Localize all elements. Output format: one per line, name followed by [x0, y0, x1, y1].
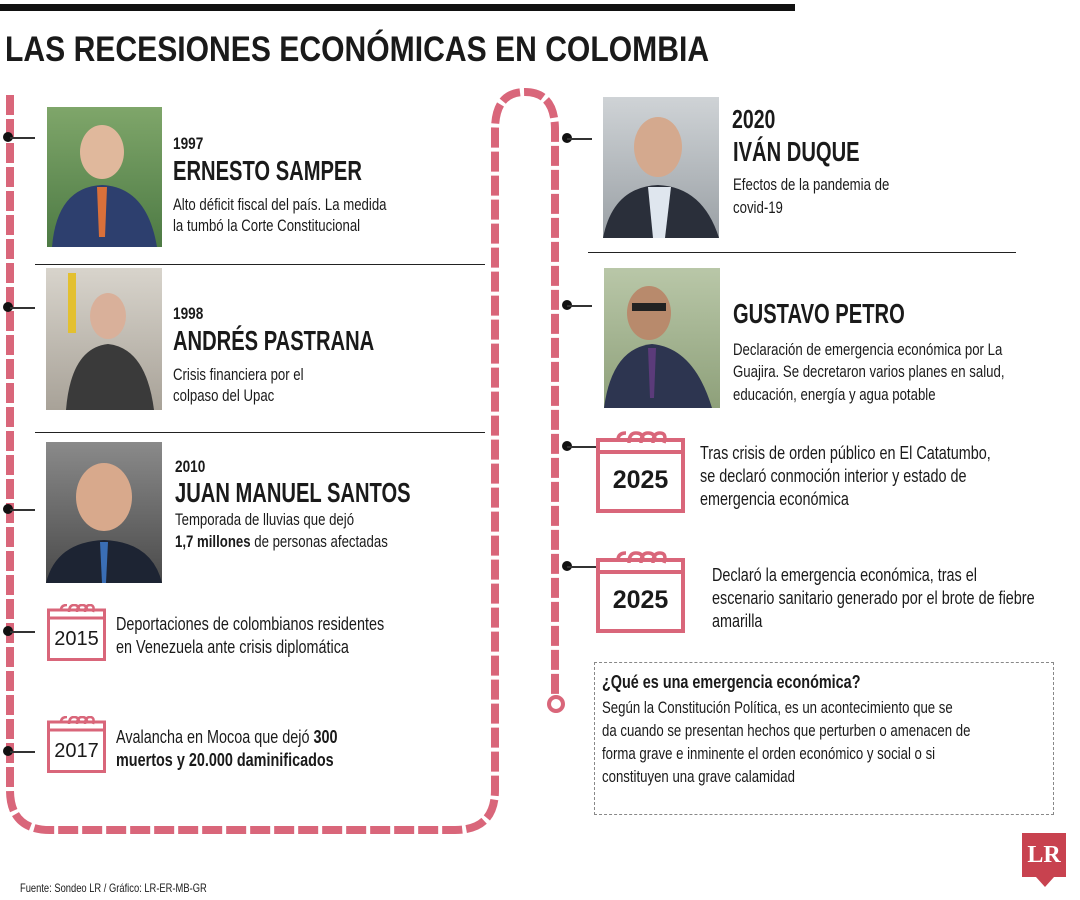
e2015-desc-1: Deportaciones de colombianos residentes [116, 614, 385, 634]
e2017-desc-1: Avalancha en Mocoa que dejó 300 [116, 727, 338, 748]
info-box-line-3: forma grave e inminente el orden económi… [602, 745, 936, 763]
santos-desc-bold: 1,7 millones [175, 533, 251, 551]
calendar-icon: 2025 [596, 551, 685, 633]
calendar-year: 2017 [54, 740, 99, 762]
santos-desc-rest: de personas afectadas [250, 533, 388, 551]
petro-desc-3: educación, energía y agua potable [733, 386, 936, 404]
bullet-dot-icon [3, 132, 13, 142]
pastrana-photo [46, 268, 162, 410]
e2017-desc-text: Avalancha en Mocoa que dejó [116, 727, 314, 747]
e2025a-desc-2: se declaró conmoción interior y estado d… [700, 466, 967, 486]
santos-desc-2: 1,7 millones de personas afectadas [175, 532, 388, 553]
duque-desc-1: Efectos de la pandemia de [733, 176, 890, 194]
calendar-icon: 2017 [47, 716, 106, 773]
e2015-desc-2: en Venezuela ante crisis diplomática [116, 637, 349, 657]
duque-year: 2020 [732, 104, 776, 134]
petro-desc-2: Guajira. Se decretaron varios planes en … [733, 363, 1005, 381]
samper-name: ERNESTO SAMPER [173, 155, 362, 186]
santos-year: 2010 [175, 457, 206, 476]
e2025a-desc-1: Tras crisis de orden público en El Catat… [700, 443, 991, 463]
petro-photo [604, 268, 720, 408]
e2025b-desc-2: escenario sanitario generado por el brot… [712, 588, 1035, 608]
calendar-icon: 2025 [596, 431, 685, 513]
pastrana-year: 1998 [173, 304, 204, 323]
page-title: LAS RECESIONES ECONÓMICAS EN COLOMBIA [5, 30, 710, 69]
calendar-icon: 2015 [47, 604, 106, 661]
info-box-title: ¿Qué es una emergencia económica? [602, 672, 861, 692]
lr-logo: LR [1022, 833, 1066, 887]
duque-desc-2: covid-19 [733, 199, 783, 217]
info-box-line-4: constituyen una grave calamidad [602, 768, 795, 786]
duque-name: IVÁN DUQUE [733, 136, 860, 167]
source-footer: Fuente: Sondeo LR / Gráfico: LR-ER-MB-GR [20, 881, 207, 895]
bullet-dot-icon [3, 504, 13, 514]
connector [10, 751, 35, 753]
samper-year: 1997 [173, 134, 204, 153]
samper-photo [47, 107, 162, 247]
bullet-dot-icon [3, 626, 13, 636]
e2017-desc-2: muertos y 20.000 daminificados [116, 750, 334, 771]
petro-name: GUSTAVO PETRO [733, 298, 905, 329]
connector [10, 631, 35, 633]
connector [567, 446, 597, 448]
calendar-year: 2025 [612, 586, 669, 614]
e2025b-desc-1: Declaró la emergencia económica, tras el [712, 565, 977, 585]
timeline-end-icon [547, 695, 565, 713]
calendar-year: 2015 [54, 628, 99, 650]
connector [10, 137, 35, 139]
bullet-dot-icon [3, 302, 13, 312]
top-bar [0, 4, 795, 11]
e2017-desc-bold: 300 [313, 727, 338, 747]
e2025b-desc-3: amarilla [712, 611, 763, 631]
divider [588, 252, 1016, 253]
e2025a-desc-3: emergencia económica [700, 489, 849, 509]
pastrana-desc-2: colpaso del Upac [173, 387, 275, 405]
info-box-line-2: da cuando se presentan hechos que pertur… [602, 722, 971, 740]
connector [567, 138, 592, 140]
santos-desc-1: Temporada de lluvias que dejó [175, 511, 355, 529]
samper-desc-1: Alto déficit fiscal del país. La medida [173, 196, 387, 214]
petro-desc-1: Declaración de emergencia económica por … [733, 341, 1003, 359]
connector [10, 509, 35, 511]
divider [35, 432, 485, 433]
duque-photo [603, 97, 719, 238]
connector [10, 307, 35, 309]
info-box-line-1: Según la Constitución Política, es un ac… [602, 699, 953, 717]
connector [567, 305, 592, 307]
calendar-year: 2025 [612, 466, 669, 494]
bullet-dot-icon [3, 746, 13, 756]
santos-name: JUAN MANUEL SANTOS [175, 477, 411, 508]
pastrana-name: ANDRÉS PASTRANA [173, 325, 375, 356]
samper-desc-2: la tumbó la Corte Constitucional [173, 217, 361, 235]
pastrana-desc-1: Crisis financiera por el [173, 366, 304, 384]
info-box [594, 662, 1054, 815]
santos-photo [46, 442, 162, 583]
divider [35, 264, 485, 265]
e2017-desc-bold-2: muertos y 20.000 daminificados [116, 750, 334, 770]
connector [567, 566, 597, 568]
